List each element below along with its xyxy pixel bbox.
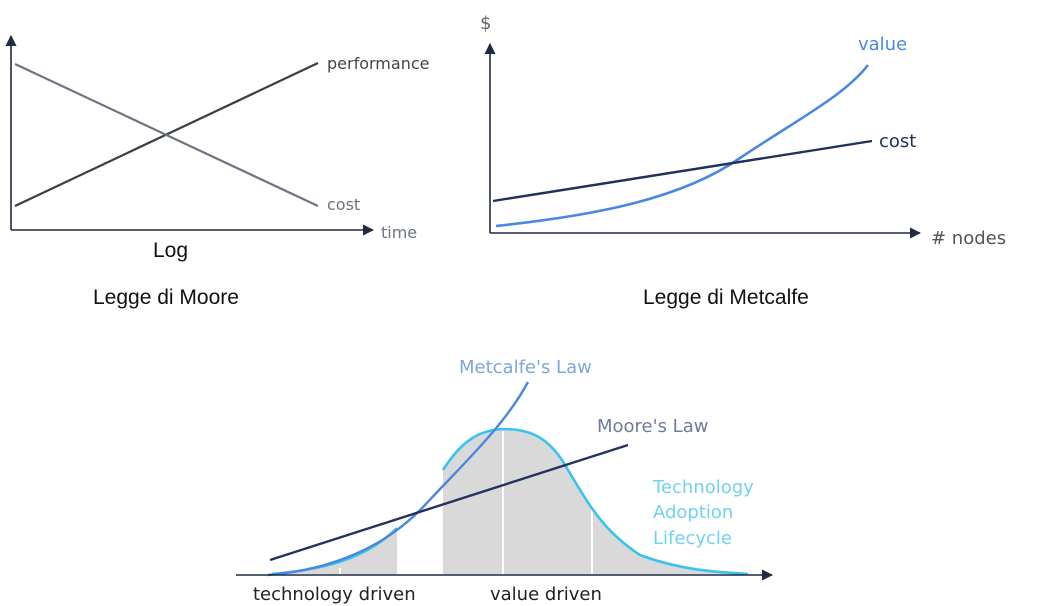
metcalfe-x-axis-label: # nodes: [931, 228, 1006, 249]
metcalfe-value-curve: [495, 64, 870, 228]
lifecycle-moore-line: [269, 443, 629, 562]
adoption-lifecycle-chart: Metcalfe's Law Moore's Law Technology Ad…: [236, 357, 774, 605]
lifecycle-value-driven-label: value driven: [490, 584, 602, 605]
lifecycle-technology-driven-label: technology driven: [253, 584, 416, 605]
lifecycle-adoption-label-line1: Technology: [652, 477, 754, 498]
lifecycle-metcalfe-label: Metcalfe's Law: [459, 357, 592, 378]
metcalfe-y-axis-label: $: [480, 13, 491, 34]
moore-chart: performance cost time Log Legge di Moore: [5, 34, 429, 309]
lifecycle-moore-label: Moore's Law: [597, 416, 708, 437]
moore-cost-label: cost: [327, 195, 360, 214]
moore-cost-line: [14, 63, 319, 207]
lifecycle-metcalfe-curve: [267, 381, 530, 577]
metcalfe-chart: $ value cost # nodes Legge di Metcalfe: [480, 13, 1006, 309]
metcalfe-caption: Legge di Metcalfe: [643, 286, 809, 309]
lifecycle-adoption-curve-right: [441, 427, 749, 576]
metcalfe-cost-label: cost: [879, 131, 916, 152]
moore-log-scale-label: Log: [153, 239, 188, 262]
lifecycle-fill-technology: [272, 528, 397, 574]
moore-caption: Legge di Moore: [93, 286, 239, 309]
lifecycle-adoption-label-line3: Lifecycle: [653, 528, 732, 549]
moore-performance-label: performance: [327, 54, 429, 73]
metcalfe-value-label: value: [858, 34, 907, 55]
moore-x-axis-label: time: [381, 223, 417, 242]
lifecycle-adoption-label-line2: Adoption: [653, 502, 733, 523]
metcalfe-cost-line: [492, 139, 873, 203]
lifecycle-fill-value: [443, 429, 748, 574]
